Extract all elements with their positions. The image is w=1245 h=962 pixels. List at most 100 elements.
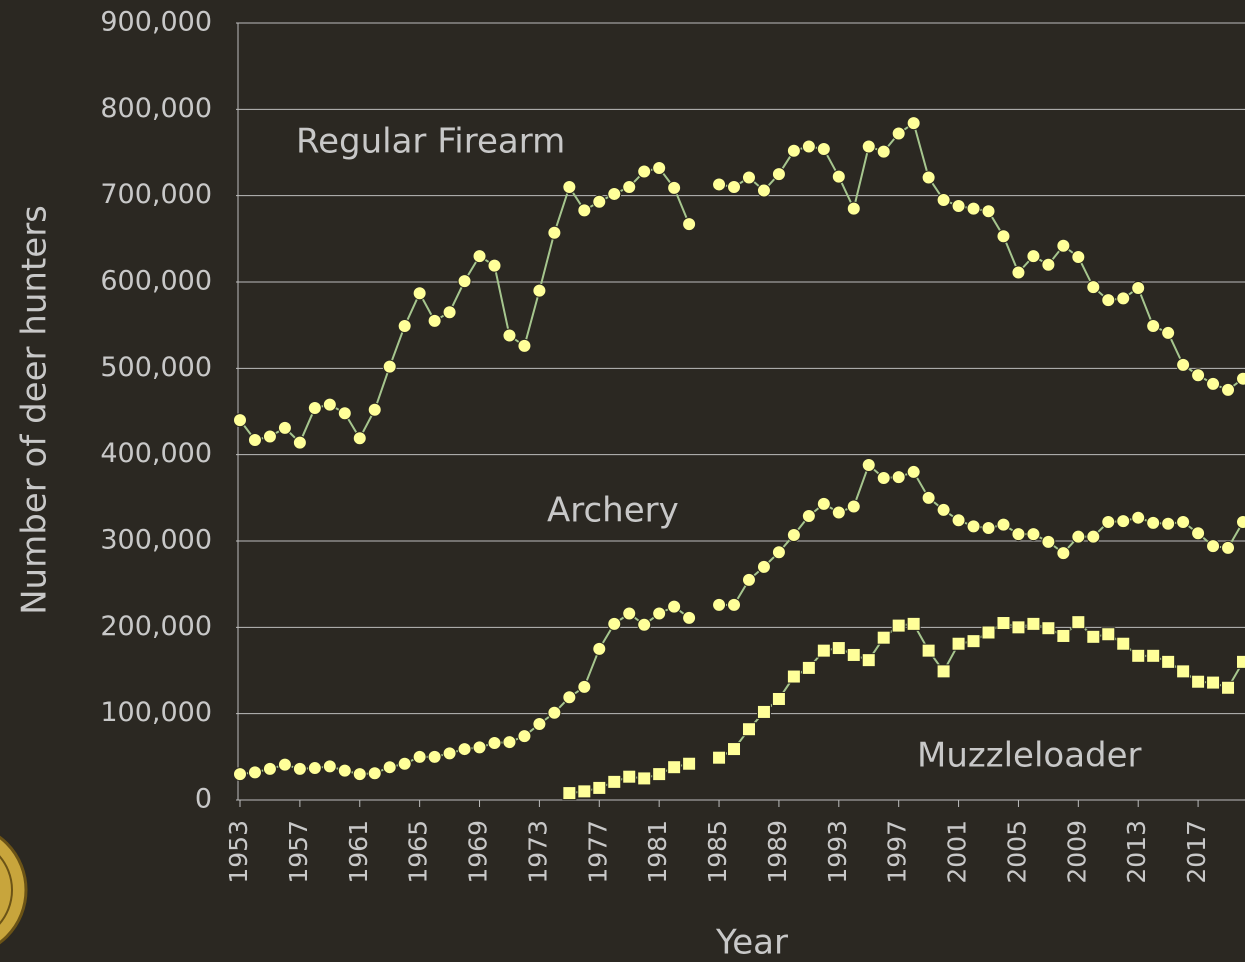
data-point (1206, 539, 1221, 554)
data-point (532, 717, 547, 732)
data-point (906, 464, 921, 479)
data-point (382, 760, 397, 775)
x-tick-label: 2009 (1062, 820, 1091, 884)
data-point (517, 729, 532, 744)
data-point (622, 769, 637, 784)
data-point (1071, 249, 1086, 264)
data-point (861, 653, 876, 668)
data-point (1131, 648, 1146, 663)
data-point (1056, 238, 1071, 253)
data-point (367, 402, 382, 417)
data-point (247, 765, 262, 780)
data-point (1011, 265, 1026, 280)
data-point (502, 735, 517, 750)
data-point (367, 766, 382, 781)
seal (0, 835, 28, 945)
data-point (1191, 526, 1206, 541)
data-point (442, 746, 457, 761)
data-point (966, 201, 981, 216)
data-point (322, 759, 337, 774)
data-point (936, 664, 951, 679)
data-point (1191, 674, 1206, 689)
data-point (1056, 546, 1071, 561)
y-tick-label: 600,000 (100, 266, 212, 297)
y-tick-label: 900,000 (100, 7, 212, 38)
data-point (996, 616, 1011, 631)
data-point (756, 559, 771, 574)
y-tick-label: 100,000 (100, 697, 212, 728)
data-point (981, 204, 996, 219)
data-point (951, 199, 966, 214)
data-point (517, 338, 532, 353)
data-point (667, 180, 682, 195)
x-axis-title: Year (715, 923, 788, 962)
x-tick-label: 1989 (763, 820, 792, 884)
data-point (1146, 648, 1161, 663)
data-point (712, 177, 727, 192)
data-point (607, 774, 622, 789)
data-point (861, 458, 876, 473)
data-point (1236, 654, 1245, 669)
data-point (801, 139, 816, 154)
data-point (1086, 280, 1101, 295)
data-point (831, 505, 846, 520)
data-point (247, 432, 262, 447)
data-point (741, 170, 756, 185)
data-point (981, 521, 996, 536)
data-point (1026, 616, 1041, 631)
x-tick-label: 1965 (404, 820, 433, 884)
data-point (577, 679, 592, 694)
data-point (1176, 515, 1191, 530)
data-point (1236, 371, 1245, 386)
data-point (1116, 291, 1131, 306)
data-point (592, 641, 607, 656)
data-point (412, 749, 427, 764)
data-point (652, 767, 667, 782)
y-tick-label: 500,000 (100, 352, 212, 383)
data-point (741, 722, 756, 737)
data-point (981, 625, 996, 640)
data-point (352, 767, 367, 782)
data-point (756, 183, 771, 198)
data-point (876, 630, 891, 645)
x-tick-label: 2017 (1182, 820, 1211, 884)
y-tick-label: 700,000 (100, 179, 212, 210)
data-point (682, 756, 697, 771)
data-point (966, 519, 981, 534)
data-point (786, 669, 801, 684)
data-point (996, 229, 1011, 244)
data-point (577, 784, 592, 799)
data-point (1191, 368, 1206, 383)
data-point (337, 406, 352, 421)
data-point (727, 180, 742, 195)
data-point (816, 643, 831, 658)
data-point (771, 167, 786, 182)
data-point (727, 742, 742, 757)
data-point (891, 126, 906, 141)
data-point (906, 616, 921, 631)
data-point (397, 319, 412, 334)
data-point (846, 201, 861, 216)
data-point (846, 647, 861, 662)
data-point (682, 610, 697, 625)
data-point (1026, 527, 1041, 542)
data-point (1221, 540, 1236, 555)
data-point (427, 313, 442, 328)
x-tick-label: 1981 (643, 820, 672, 884)
data-point (1071, 529, 1086, 544)
x-tick-label: 1953 (224, 820, 253, 884)
data-point (1026, 249, 1041, 264)
data-point (562, 690, 577, 705)
data-point (1041, 257, 1056, 272)
y-tick-label: 800,000 (100, 93, 212, 124)
data-point (592, 194, 607, 209)
data-point (1236, 515, 1245, 530)
x-tick-label: 1957 (284, 820, 313, 884)
data-point (442, 305, 457, 320)
data-point (1161, 654, 1176, 669)
data-point (637, 771, 652, 786)
data-point (846, 499, 861, 514)
data-point (1041, 621, 1056, 636)
